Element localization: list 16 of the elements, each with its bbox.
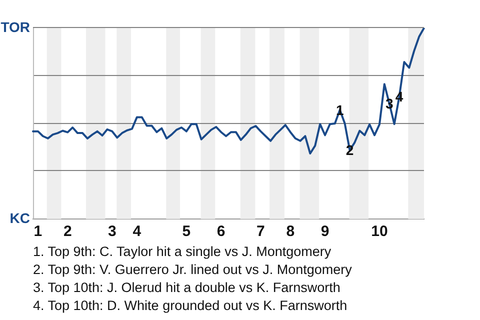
text: 1. Top 9th: C. Taylor hit a single vs J. Montgomery bbox=[33, 243, 332, 261]
text: 3. Top 10th: J. Olerud hit a double vs K. Farnsworth bbox=[33, 279, 342, 297]
x-tick-label: 9 bbox=[320, 223, 330, 240]
text: 4. Top 10th: D. White grounded out vs K. Farnsworth bbox=[33, 297, 348, 315]
x-tick-label: 6 bbox=[216, 223, 226, 240]
y-axis-title: KC bbox=[10, 210, 30, 226]
ref-line-label: TOR bbox=[0, 18, 30, 35]
x-tick-label: 1 bbox=[34, 223, 42, 240]
x-tick-label: 10 bbox=[371, 223, 388, 240]
text: 2. Top 9th: V. Guerrero Jr. lined out vs J. Montgomery bbox=[33, 261, 352, 279]
x-tick-label: 5 bbox=[182, 223, 191, 240]
x-tick-label: 3 bbox=[108, 223, 116, 240]
x-tick-label: 4 bbox=[132, 223, 142, 240]
x-tick-label: 7 bbox=[256, 223, 265, 240]
x-tick-label: 2 bbox=[63, 223, 72, 240]
x-tick-label: 8 bbox=[286, 223, 295, 240]
